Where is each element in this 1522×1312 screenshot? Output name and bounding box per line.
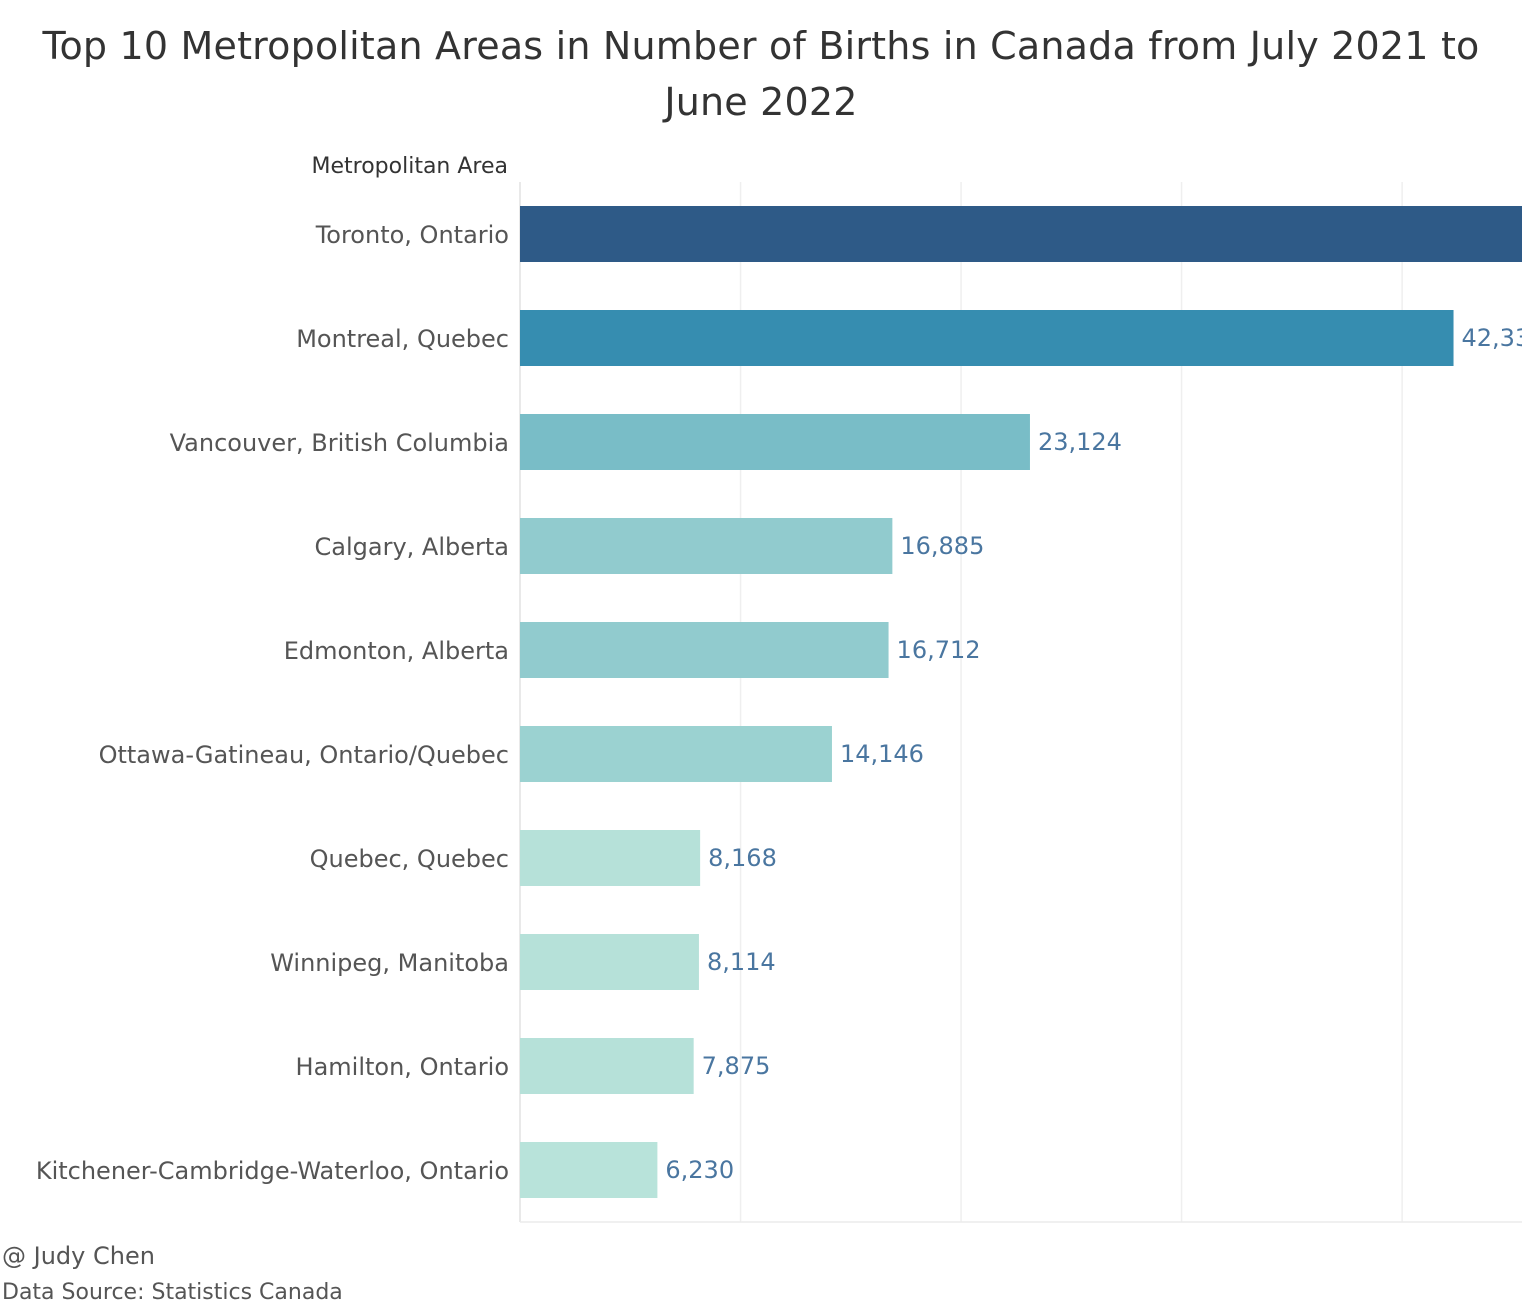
category-label: Vancouver, British Columbia	[170, 429, 509, 457]
bar[interactable]	[520, 414, 1030, 470]
value-label: 42,331	[1462, 324, 1522, 352]
category-label: Calgary, Alberta	[315, 533, 509, 561]
category-labels: Toronto, Ontario Montreal, Quebec Vancouve…	[36, 221, 509, 1185]
value-label: 8,168	[708, 844, 777, 872]
category-label: Hamilton, Ontario	[296, 1053, 509, 1081]
value-label: 16,885	[900, 532, 984, 560]
value-label: 23,124	[1038, 428, 1122, 456]
category-label: Kitchener-Cambridge-Waterloo, Ontario	[36, 1157, 509, 1185]
value-label: 6,230	[665, 1156, 734, 1184]
source-text: Data Source: Statistics Canada	[2, 1280, 343, 1305]
bar[interactable]	[520, 206, 1522, 262]
value-label: 14,146	[840, 740, 924, 768]
bar[interactable]	[520, 934, 699, 990]
bar[interactable]	[520, 310, 1454, 366]
bars	[520, 206, 1522, 1198]
value-label: 8,114	[707, 948, 776, 976]
credit-text: @ Judy Chen	[2, 1242, 155, 1270]
value-label: 16,712	[897, 636, 981, 664]
bar-chart: Metropolitan Area Toronto, Ontario Montre…	[36, 154, 1522, 1223]
value-label: 7,875	[702, 1052, 771, 1080]
category-label: Ottawa-Gatineau, Ontario/Quebec	[99, 741, 509, 769]
category-label: Edmonton, Alberta	[284, 637, 509, 665]
chart-title: Top 10 Metropolitan Areas in Number of B…	[42, 24, 1480, 124]
value-labels: 62,46342,33123,12416,88516,71214,1468,16…	[665, 324, 1522, 1184]
bar[interactable]	[520, 518, 893, 574]
category-label: Toronto, Ontario	[315, 221, 509, 249]
bar[interactable]	[520, 1142, 658, 1198]
category-label: Quebec, Quebec	[310, 845, 509, 873]
bar[interactable]	[520, 1038, 694, 1094]
category-label: Montreal, Quebec	[296, 325, 509, 353]
bar[interactable]	[520, 830, 701, 886]
bar[interactable]	[520, 622, 889, 678]
bar[interactable]	[520, 726, 832, 782]
y-axis-title: Metropolitan Area	[312, 154, 509, 179]
category-label: Winnipeg, Manitoba	[270, 949, 509, 977]
